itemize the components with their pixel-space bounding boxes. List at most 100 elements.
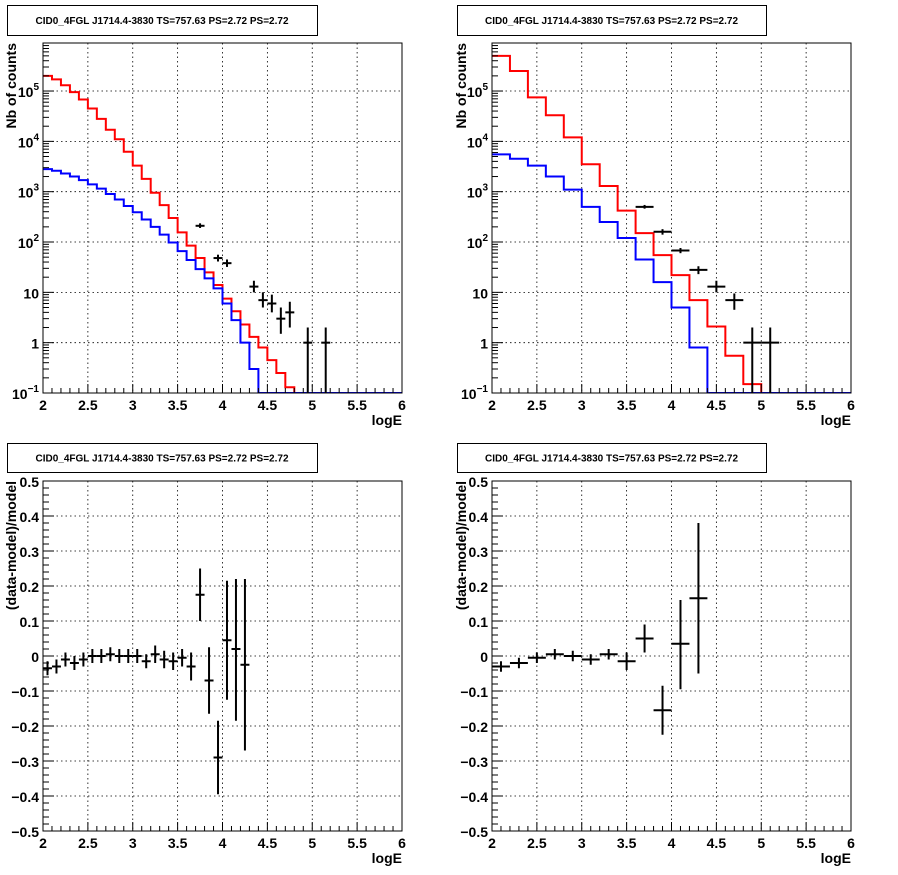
x-axis-title: logE: [821, 850, 851, 866]
y-tick-base: 10: [467, 134, 483, 150]
data-point: [105, 647, 115, 662]
data-point: [231, 579, 241, 721]
x-tick-label: 3: [129, 397, 137, 413]
data-point: [653, 685, 672, 735]
data-point: [222, 580, 232, 700]
data-point: [743, 327, 762, 393]
data-point: [123, 649, 133, 663]
plot-area: [43, 568, 250, 795]
y-tick-label: 0.1: [20, 614, 40, 630]
y-tick-exponent: 4: [482, 132, 488, 143]
data-point: [51, 659, 61, 674]
x-axis: [491, 822, 852, 831]
data-point: [509, 657, 528, 669]
y-tick-label: 102: [467, 233, 489, 251]
data-point: [195, 223, 205, 228]
x-tick-label: 2.5: [527, 397, 547, 413]
y-tick-label: 0.3: [20, 544, 40, 560]
y-tick-label: 1: [480, 336, 488, 352]
x-tick-label: 2: [488, 397, 496, 413]
x-axis-title: logE: [821, 412, 851, 428]
y-tick-base: 10: [18, 134, 34, 150]
y-tick-label: 0: [31, 649, 39, 665]
x-axis-title: logE: [372, 850, 402, 866]
x-tick-label: 5: [308, 397, 316, 413]
y-tick-label: −0.2: [11, 719, 39, 735]
y-axis-title: (data-model)/model: [453, 481, 469, 610]
chart-panel-4: CID0_4FGL J1714.4-3830 TS=757.63 PS=2.72…: [453, 443, 855, 866]
data-point: [43, 661, 52, 676]
data-point: [689, 523, 708, 674]
x-tick-label: 4.5: [707, 835, 727, 851]
y-axis-title: Nb of counts: [3, 43, 19, 129]
data-point: [87, 649, 97, 663]
y-tick-label: 104: [18, 132, 40, 150]
chart-title-frame: [457, 443, 767, 473]
x-tick-label: 5: [757, 397, 765, 413]
x-tick-label: 6: [847, 835, 855, 851]
x-tick-label: 3.5: [617, 397, 637, 413]
data-point: [689, 266, 708, 275]
y-tick-label: 0.2: [20, 579, 40, 595]
data-point: [69, 656, 79, 670]
y-tick-label: 1: [31, 336, 39, 352]
y-tick-exponent: 5: [482, 82, 488, 93]
x-tick-label: 4: [219, 835, 227, 851]
y-tick-label: −0.2: [460, 719, 488, 735]
data-point: [240, 579, 250, 751]
y-tick-label: 104: [467, 132, 489, 150]
y-tick-label: 105: [467, 82, 489, 100]
y-tick-label: 103: [467, 183, 489, 201]
y-tick-base: 10: [467, 84, 483, 100]
y-tick-label: −0.1: [460, 684, 488, 700]
data-point: [653, 229, 672, 235]
data-point: [617, 652, 636, 670]
y-tick-base: 10: [467, 235, 483, 251]
y-axis: [492, 42, 503, 394]
y-tick-exponent: 2: [482, 233, 488, 244]
x-tick-label: 6: [847, 397, 855, 413]
y-tick-label: 10−1: [461, 384, 488, 402]
data-point: [635, 204, 654, 209]
y-tick-exponent: −1: [477, 384, 489, 395]
data-point: [186, 652, 196, 681]
y-tick-label: −0.4: [11, 789, 39, 805]
data-point: [177, 649, 187, 667]
y-tick-exponent: 3: [33, 183, 39, 194]
data-point: [168, 652, 178, 670]
y-tick-label: 0.2: [469, 579, 489, 595]
x-tick-label: 5.5: [347, 835, 367, 851]
data-point: [321, 327, 331, 393]
data-point: [599, 649, 618, 660]
y-tick-exponent: 3: [482, 183, 488, 194]
data-point: [707, 280, 726, 293]
plot-area: [43, 74, 402, 393]
y-tick-label: 10: [23, 285, 39, 301]
x-tick-label: 3.5: [168, 397, 188, 413]
data-point: [527, 652, 546, 663]
chart-panel-1: CID0_4FGL J1714.4-3830 TS=757.63 PS=2.72…: [3, 5, 406, 428]
chart-panel-2: CID0_4FGL J1714.4-3830 TS=757.63 PS=2.72…: [453, 5, 855, 428]
data-point: [213, 254, 223, 262]
y-axis-title: Nb of counts: [453, 43, 469, 129]
x-axis: [42, 384, 403, 393]
y-tick-label: −0.3: [460, 754, 488, 770]
x-tick-label: 5.5: [347, 397, 367, 413]
y-tick-label: 0.5: [469, 474, 489, 490]
data-point: [671, 600, 690, 690]
y-tick-label: 0.4: [20, 509, 40, 525]
plot-area: [492, 523, 708, 735]
y-tick-label: −0.5: [460, 824, 488, 840]
data-point: [213, 720, 223, 795]
y-tick-base: 10: [18, 185, 34, 201]
x-axis: [42, 822, 403, 831]
y-axis: [43, 480, 54, 832]
y-tick-label: 0.1: [469, 614, 489, 630]
data-point: [581, 654, 600, 665]
y-tick-label: 0.5: [20, 474, 40, 490]
x-tick-label: 2: [488, 835, 496, 851]
y-tick-exponent: −1: [28, 384, 40, 395]
x-tick-label: 5.5: [796, 397, 816, 413]
data-point: [285, 301, 295, 328]
y-tick-label: 103: [18, 183, 40, 201]
